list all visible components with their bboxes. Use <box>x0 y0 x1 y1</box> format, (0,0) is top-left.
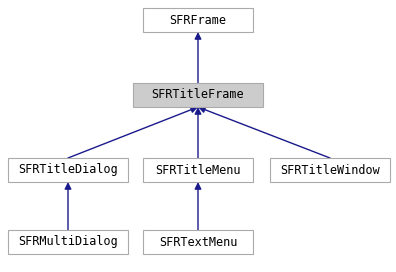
FancyBboxPatch shape <box>143 230 253 254</box>
Text: SFRTextMenu: SFRTextMenu <box>159 236 237 249</box>
FancyBboxPatch shape <box>8 230 128 254</box>
FancyBboxPatch shape <box>133 83 263 107</box>
Text: SFRTitleMenu: SFRTitleMenu <box>155 163 241 177</box>
Text: SFRTitleDialog: SFRTitleDialog <box>18 163 118 177</box>
FancyBboxPatch shape <box>270 158 390 182</box>
Text: SFRMultiDialog: SFRMultiDialog <box>18 236 118 249</box>
Text: SFRFrame: SFRFrame <box>169 14 227 26</box>
Text: SFRTitleWindow: SFRTitleWindow <box>280 163 380 177</box>
FancyBboxPatch shape <box>143 158 253 182</box>
Text: SFRTitleFrame: SFRTitleFrame <box>152 88 244 101</box>
FancyBboxPatch shape <box>8 158 128 182</box>
FancyBboxPatch shape <box>143 8 253 32</box>
